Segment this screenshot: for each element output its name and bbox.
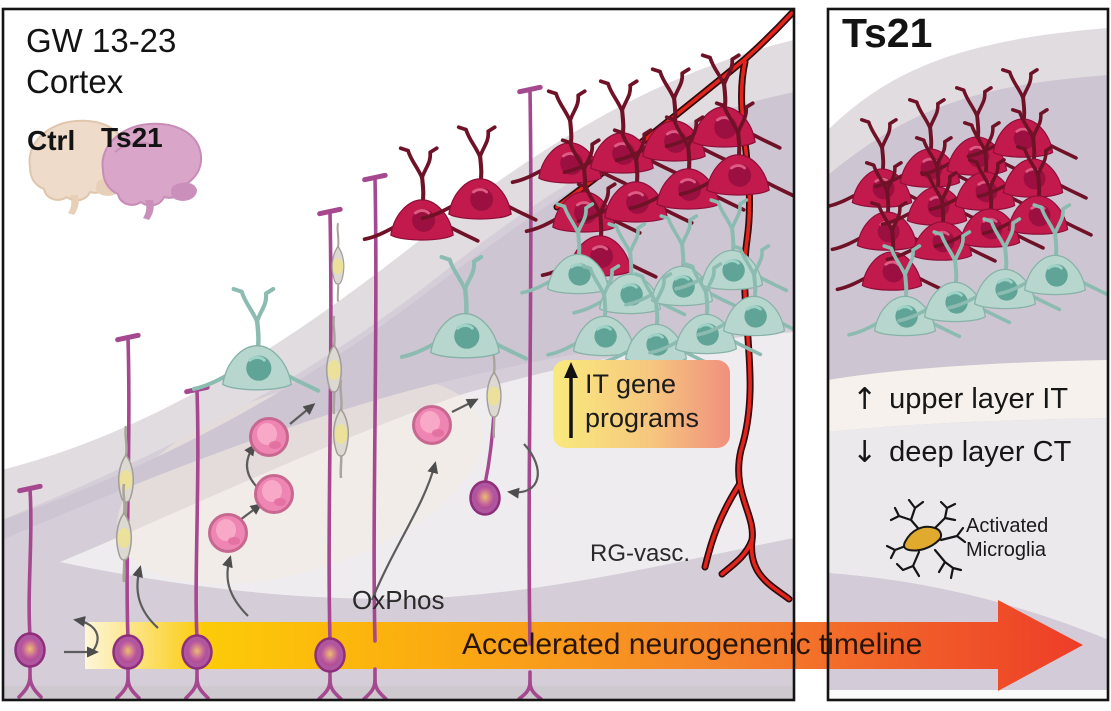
deep-layer-ct-label: deep layer CT xyxy=(889,436,1072,468)
activated-microglia-icon xyxy=(885,498,967,580)
progenitor-cell xyxy=(249,417,289,457)
up-arrow-icon: ↑ xyxy=(852,382,878,417)
it-gene-programs-label: IT gene programs xyxy=(585,369,700,433)
cortex-label: Cortex xyxy=(26,63,124,100)
upper-layer-it-line: ↑ upper layer IT xyxy=(852,382,1068,417)
progenitor-cell xyxy=(254,474,294,514)
left-panel-title: GW 13-23 Cortex xyxy=(26,20,176,102)
down-arrow-icon: ↓ xyxy=(852,435,878,470)
right-panel-title: Ts21 xyxy=(842,10,933,56)
gw-range-label: GW 13-23 xyxy=(26,22,177,59)
ts21-brain-label: Ts21 xyxy=(101,122,163,153)
org-cell xyxy=(469,480,501,516)
right-panel-cortical-layers xyxy=(829,10,1107,699)
ctrl-brain-label: Ctrl xyxy=(27,125,76,156)
radial-glia-cell xyxy=(181,634,213,670)
left-panel-border xyxy=(1,7,796,702)
radial-glia-cell xyxy=(112,634,144,670)
activated-microglia-label: Activated Microglia xyxy=(966,515,1049,561)
radial-glia-cell xyxy=(314,637,346,673)
progenitor-cell xyxy=(412,405,452,445)
deep-layer-ct-line: ↓ deep layer CT xyxy=(852,435,1071,470)
oxphos-label: OxPhos xyxy=(352,585,445,615)
rg-vasc-label: RG-vasc. xyxy=(590,540,691,567)
radial-glia-cell xyxy=(14,632,46,668)
right-panel-border xyxy=(826,7,1110,702)
up-arrow-icon xyxy=(564,362,578,438)
brain-icons xyxy=(28,119,203,220)
lineage-arrows xyxy=(64,398,539,658)
timeline-label: Accelerated neurogenenic timeline xyxy=(462,628,923,661)
ts21-brain-icon xyxy=(101,122,203,220)
upper-layer-it-label: upper layer IT xyxy=(889,383,1069,415)
it-gene-programs-box xyxy=(553,360,730,448)
radial-glia-group xyxy=(14,84,543,700)
progenitor-cell xyxy=(208,513,248,553)
